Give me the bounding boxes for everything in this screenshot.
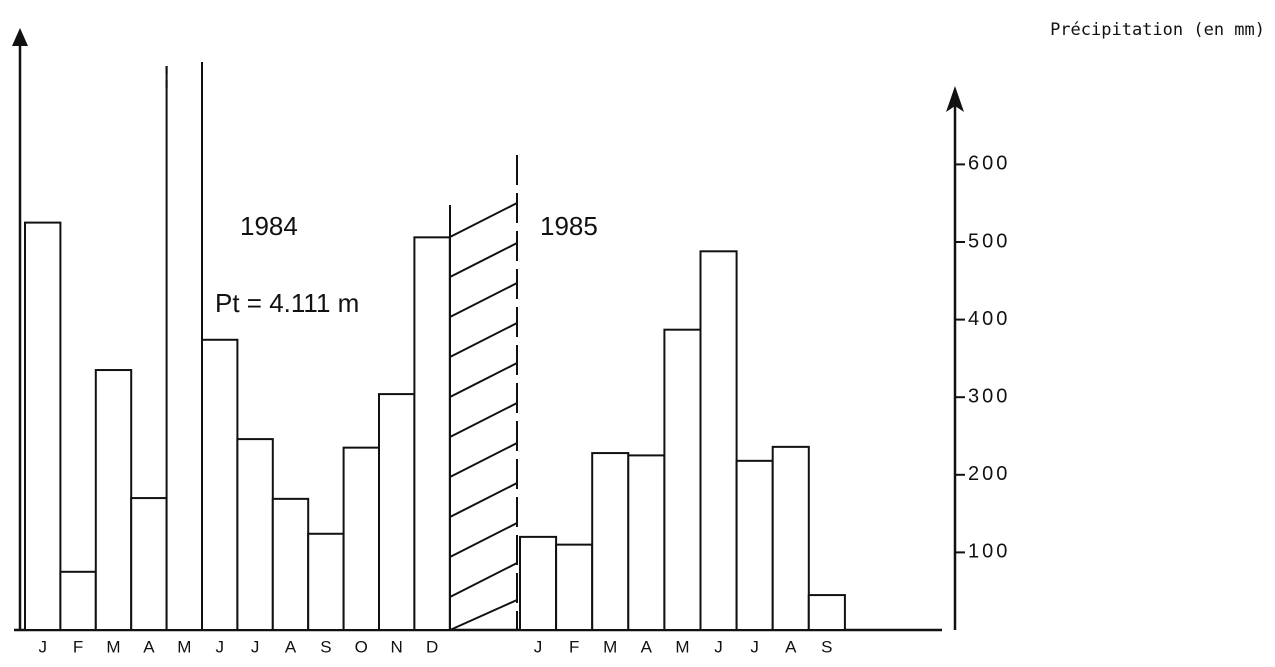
bar: [735, 459, 774, 631]
y-tick-label: 200: [968, 463, 1010, 485]
bar: [59, 570, 97, 631]
x-tick-label: M: [675, 637, 689, 656]
bar: [413, 236, 451, 631]
bar: [555, 543, 594, 632]
x-tick-label: F: [569, 637, 579, 656]
x-tick-label: A: [785, 637, 797, 656]
x-tick-label: J: [38, 637, 47, 656]
annotation: Pt = 4.111 m: [215, 288, 359, 318]
bar: [591, 452, 630, 631]
x-tick-label: M: [603, 637, 617, 656]
bar: [130, 497, 168, 631]
y-tick-label: 400: [968, 308, 1010, 330]
y-tick-label: 300: [968, 385, 1010, 407]
bar: [699, 250, 738, 631]
bar: [94, 369, 133, 631]
x-tick-label: A: [143, 637, 155, 656]
bar: [807, 594, 846, 632]
y-axis-label: Précipitation (en mm): [1050, 20, 1265, 40]
bar: [236, 438, 274, 631]
x-tick-label: J: [215, 637, 224, 656]
x-tick-label: J: [251, 637, 260, 656]
x-tick-label: F: [73, 637, 83, 656]
bar: [627, 454, 666, 631]
x-tick-label: S: [821, 637, 832, 656]
x-tick-label: N: [391, 637, 403, 656]
x-tick-label: J: [750, 637, 759, 656]
x-tick-label: O: [355, 637, 368, 656]
x-tick-label: S: [320, 637, 331, 656]
x-tick-label: J: [534, 637, 543, 656]
x-tick-label: A: [641, 637, 653, 656]
bars: [24, 66, 846, 632]
x-tick-label: J: [714, 637, 723, 656]
y-tick-label: 600: [968, 153, 1010, 175]
bar: [771, 445, 810, 632]
y-tick-label: 500: [968, 230, 1010, 252]
bar: [519, 535, 558, 632]
bar: [378, 393, 416, 632]
year-label: 1985: [540, 211, 598, 241]
x-tick-label: A: [285, 637, 297, 656]
right-arrow: [946, 86, 964, 112]
bar: [201, 338, 239, 631]
x-tick-label: M: [177, 637, 191, 656]
left-arrow: [12, 28, 28, 46]
bar: [271, 497, 310, 631]
x-tick-label: D: [426, 637, 438, 656]
bar: [307, 532, 345, 631]
y-tick-label: 100: [968, 541, 1010, 563]
bar: [24, 221, 62, 631]
bar: [663, 328, 702, 631]
bar: [342, 446, 381, 632]
x-tick-label: M: [106, 637, 120, 656]
year-break: [449, 155, 518, 631]
bar: [165, 66, 204, 631]
year-label: 1984: [240, 211, 298, 241]
